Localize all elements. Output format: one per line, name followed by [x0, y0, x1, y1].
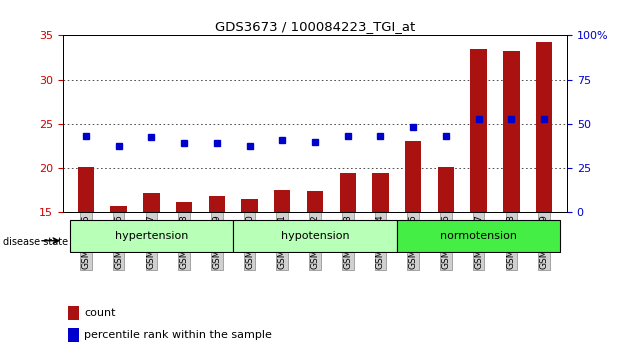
FancyBboxPatch shape: [69, 220, 233, 252]
Bar: [438, 167, 454, 345]
Bar: [209, 196, 225, 345]
Title: GDS3673 / 100084223_TGI_at: GDS3673 / 100084223_TGI_at: [215, 20, 415, 33]
FancyBboxPatch shape: [397, 220, 561, 252]
Bar: [68, 306, 79, 320]
Text: count: count: [84, 308, 116, 318]
Text: disease state: disease state: [3, 238, 68, 247]
Bar: [536, 42, 553, 345]
Text: normotension: normotension: [440, 231, 517, 241]
Bar: [176, 202, 192, 345]
Bar: [274, 190, 290, 345]
Bar: [471, 49, 487, 345]
Bar: [372, 173, 389, 345]
FancyBboxPatch shape: [233, 220, 397, 252]
Bar: [307, 191, 323, 345]
Text: hypotension: hypotension: [281, 231, 349, 241]
Text: hypertension: hypertension: [115, 231, 188, 241]
Bar: [77, 167, 94, 345]
Bar: [241, 199, 258, 345]
Bar: [68, 327, 79, 342]
Bar: [405, 141, 421, 345]
Bar: [340, 173, 356, 345]
Bar: [110, 206, 127, 345]
Text: percentile rank within the sample: percentile rank within the sample: [84, 330, 272, 340]
Bar: [503, 51, 520, 345]
Bar: [143, 193, 159, 345]
